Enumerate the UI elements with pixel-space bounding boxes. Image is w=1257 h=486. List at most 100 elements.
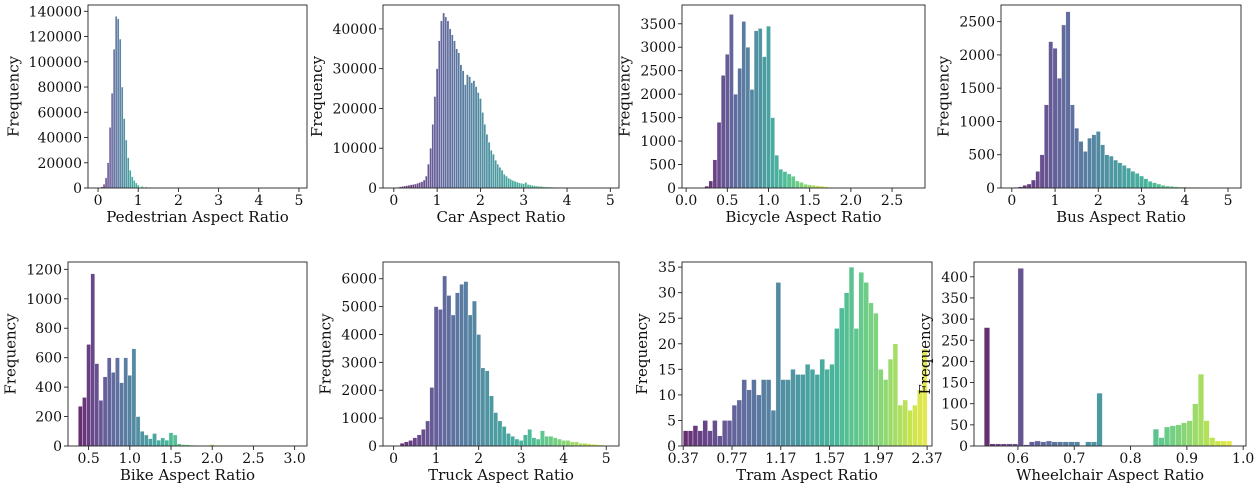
x-tick-label: 4	[254, 193, 263, 209]
x-tick-label: 1	[432, 451, 441, 467]
plot-frame	[382, 261, 620, 447]
histogram-bar	[1220, 440, 1227, 446]
histogram-bar	[737, 68, 742, 188]
histogram-bar	[765, 379, 772, 446]
y-tick-label: 0	[959, 439, 968, 455]
histogram-bar	[464, 84, 467, 188]
y-axis-label: Frequency	[916, 313, 934, 395]
histogram-bar	[487, 142, 491, 188]
y-tick-label: 0	[667, 181, 676, 197]
y-tick-label: 0	[73, 181, 82, 197]
histogram-panel-5: 0.5 1.0 1.5 2.0 2.5 3.0 0 200 400 600 800 1000 1200 B…	[2, 261, 308, 484]
x-tick-label: 5	[602, 451, 611, 467]
histogram-bar	[90, 273, 95, 446]
histogram-bar	[446, 295, 452, 446]
x-tick-label: 0	[1007, 193, 1016, 209]
histogram-bar	[135, 416, 141, 446]
histogram-bar	[492, 154, 495, 188]
histogram-bar	[414, 183, 417, 188]
histogram-bar	[1126, 167, 1131, 188]
histogram-bar	[472, 80, 476, 188]
histogram-bar	[442, 275, 447, 446]
histogram-bar	[1087, 137, 1092, 188]
histogram-bar	[790, 369, 796, 446]
histogram-bar	[160, 437, 166, 446]
y-tick-label: 15	[658, 362, 676, 378]
y-tick-label: 400	[941, 270, 968, 286]
histogram-bar	[412, 184, 415, 188]
x-tick-label: 1.57	[814, 451, 845, 467]
histogram-bars	[394, 12, 610, 188]
histogram-bar	[500, 169, 504, 188]
histogram-bar	[868, 302, 874, 446]
y-tick-label: 400	[35, 380, 62, 396]
histogram-bar	[455, 48, 458, 188]
histogram-bar	[526, 184, 530, 188]
histogram-bar	[887, 358, 894, 446]
y-tick-label: 20000	[332, 101, 377, 117]
histogram-bar	[416, 183, 419, 188]
histogram-bar	[141, 185, 144, 188]
histogram-bar	[118, 38, 122, 188]
histogram-bar	[459, 64, 463, 188]
histogram-bar	[729, 14, 734, 188]
histogram-bar	[858, 272, 864, 446]
x-tick-label: 1.97	[863, 451, 894, 467]
histogram-bar	[1100, 144, 1105, 188]
histogram-bar	[1226, 440, 1233, 446]
histogram-bar	[476, 334, 481, 446]
histogram-bar	[599, 444, 605, 446]
histogram-bar	[1214, 440, 1221, 446]
y-tick-label: 350	[941, 291, 968, 307]
histogram-bar	[409, 184, 413, 188]
x-tick-label: 3	[519, 193, 528, 209]
histogram-bar	[505, 175, 508, 188]
y-tick-label: 30	[658, 286, 676, 302]
histogram-bar	[983, 327, 990, 446]
x-tick-label: 2.5	[242, 451, 264, 467]
histogram-bar	[829, 364, 835, 446]
histogram-bar	[513, 181, 517, 188]
histogram-bar	[528, 184, 532, 188]
histogram-bar	[435, 68, 439, 188]
histogram-bar	[1164, 426, 1171, 446]
histogram-bar	[470, 82, 474, 188]
x-axis-label: Bike Aspect Ratio	[120, 466, 255, 484]
x-tick-label: 2	[474, 451, 483, 467]
x-tick-label: 3	[214, 193, 223, 209]
histogram-bars	[1013, 11, 1231, 188]
y-axis-label: Frequency	[308, 55, 326, 137]
histogram-bar	[481, 112, 484, 188]
histogram-bar	[892, 343, 899, 446]
y-tick-label: 250	[941, 333, 968, 349]
histogram-bar	[485, 134, 489, 188]
histogram-bar	[420, 181, 424, 188]
histogram-bar	[480, 367, 486, 446]
histogram-bar	[498, 167, 502, 188]
histogram-bar	[780, 379, 786, 446]
histogram-bar	[799, 182, 804, 188]
histogram-bar	[523, 434, 528, 446]
histogram-bar	[795, 374, 801, 446]
histogram-bar	[786, 173, 792, 188]
histogram-bar	[461, 70, 465, 188]
histogram-bar	[112, 48, 116, 188]
y-tick-label: 2500	[640, 64, 676, 80]
y-tick-label: 2000	[640, 87, 676, 103]
histogram-bar	[115, 357, 120, 446]
histogram-bar	[790, 176, 796, 188]
histogram-bar	[782, 171, 788, 188]
histogram-bar	[433, 96, 437, 188]
histogram-bar	[494, 159, 497, 188]
y-tick-label: 60000	[37, 105, 82, 121]
y-tick-label: 200	[35, 410, 62, 426]
y-tick-label: 150	[941, 376, 968, 392]
histogram-bar	[1152, 428, 1159, 446]
histogram-bar	[1117, 162, 1123, 188]
histogram-bar	[527, 429, 533, 446]
histogram-bar	[515, 181, 519, 188]
y-tick-label: 40000	[37, 131, 82, 147]
histogram-bar	[749, 89, 755, 188]
histogram-bar	[1044, 104, 1049, 188]
histogram-bar	[1035, 171, 1041, 188]
